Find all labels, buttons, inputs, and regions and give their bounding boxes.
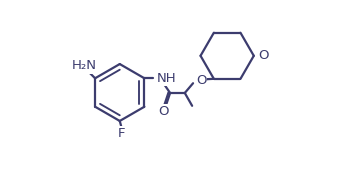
Text: O: O	[158, 105, 169, 118]
Text: NH: NH	[157, 72, 176, 85]
Text: F: F	[118, 127, 125, 140]
Text: O: O	[196, 74, 206, 87]
Text: H₂N: H₂N	[72, 59, 97, 73]
Text: O: O	[258, 49, 268, 62]
